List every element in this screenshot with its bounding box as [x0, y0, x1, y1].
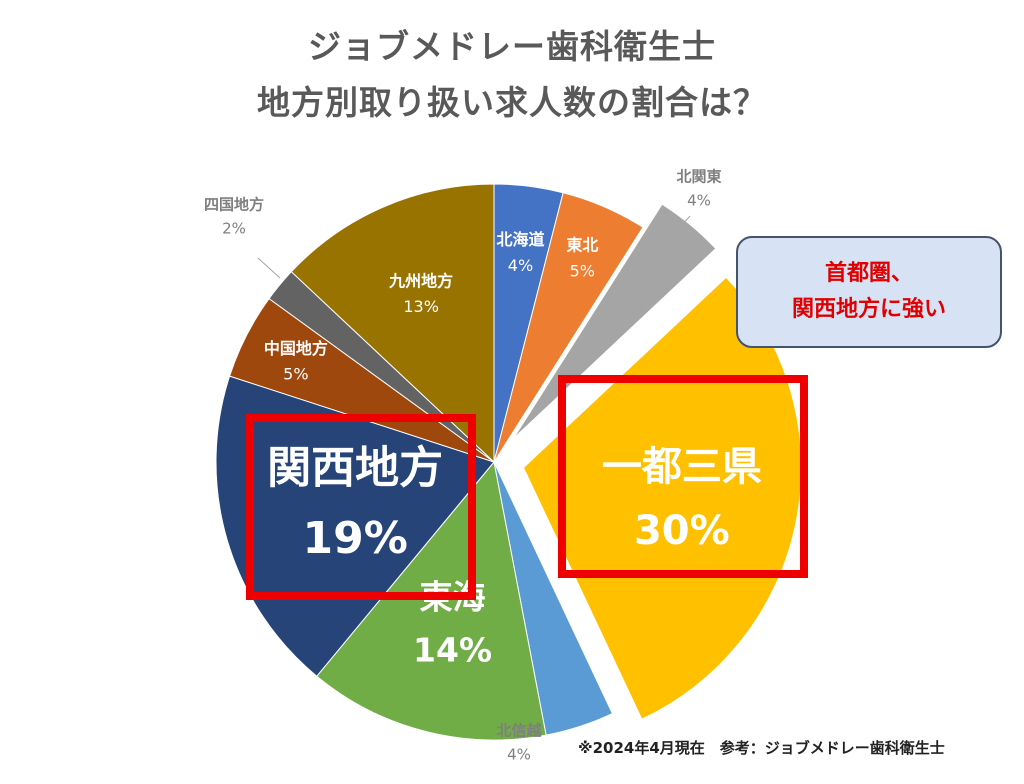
leader-line-3 [671, 215, 691, 237]
highlight-box-shutoken [558, 375, 808, 578]
chart-title-line-1: ジョブメドレー歯科衛生士 [308, 27, 716, 66]
leader-line-9 [257, 257, 281, 279]
slice-value-9: 2% [222, 219, 246, 237]
slice-label-2: 東北 [566, 236, 598, 255]
slice-value-10: 13% [403, 297, 439, 316]
callout-box: 首都圏、 関西地方に強い [736, 236, 1002, 348]
slice-value-6: 14% [413, 631, 492, 670]
slice-label-9: 四国地方 [204, 195, 264, 213]
pie-slice-2 [493, 192, 644, 463]
slice-value-2: 5% [570, 261, 595, 280]
callout-line-2: 関西地方に強い [791, 297, 946, 322]
slice-label-5: 北信越 [496, 721, 542, 739]
slice-value-8: 5% [283, 364, 308, 383]
slice-value-7: 19% [303, 513, 408, 564]
slice-value-1: 4% [508, 256, 533, 275]
footnote: ※2024年4月現在 参考：ジョブメドレー歯科衛生士 [578, 739, 945, 757]
slice-label-10: 九州地方 [388, 271, 453, 290]
chart-title-line-2: 地方別取り扱い求人数の割合は？ [257, 83, 767, 122]
pie-slice-10 [290, 183, 495, 464]
slice-value-5: 4% [507, 745, 531, 763]
slice-label-4: 一都三県 [602, 444, 762, 490]
slice-label-8: 中国地方 [264, 339, 328, 358]
slice-value-3: 4% [687, 191, 711, 209]
pie-slice-7 [215, 375, 495, 677]
highlight-box-kansai [246, 414, 476, 600]
slice-label-7: 関西地方 [267, 443, 443, 494]
callout-line-1: 首都圏、 [824, 261, 913, 286]
pie-slice-6 [316, 460, 547, 741]
slice-value-4: 30% [634, 508, 730, 554]
slice-label-1: 北海道 [496, 230, 544, 249]
slice-label-3: 北関東 [676, 167, 721, 185]
